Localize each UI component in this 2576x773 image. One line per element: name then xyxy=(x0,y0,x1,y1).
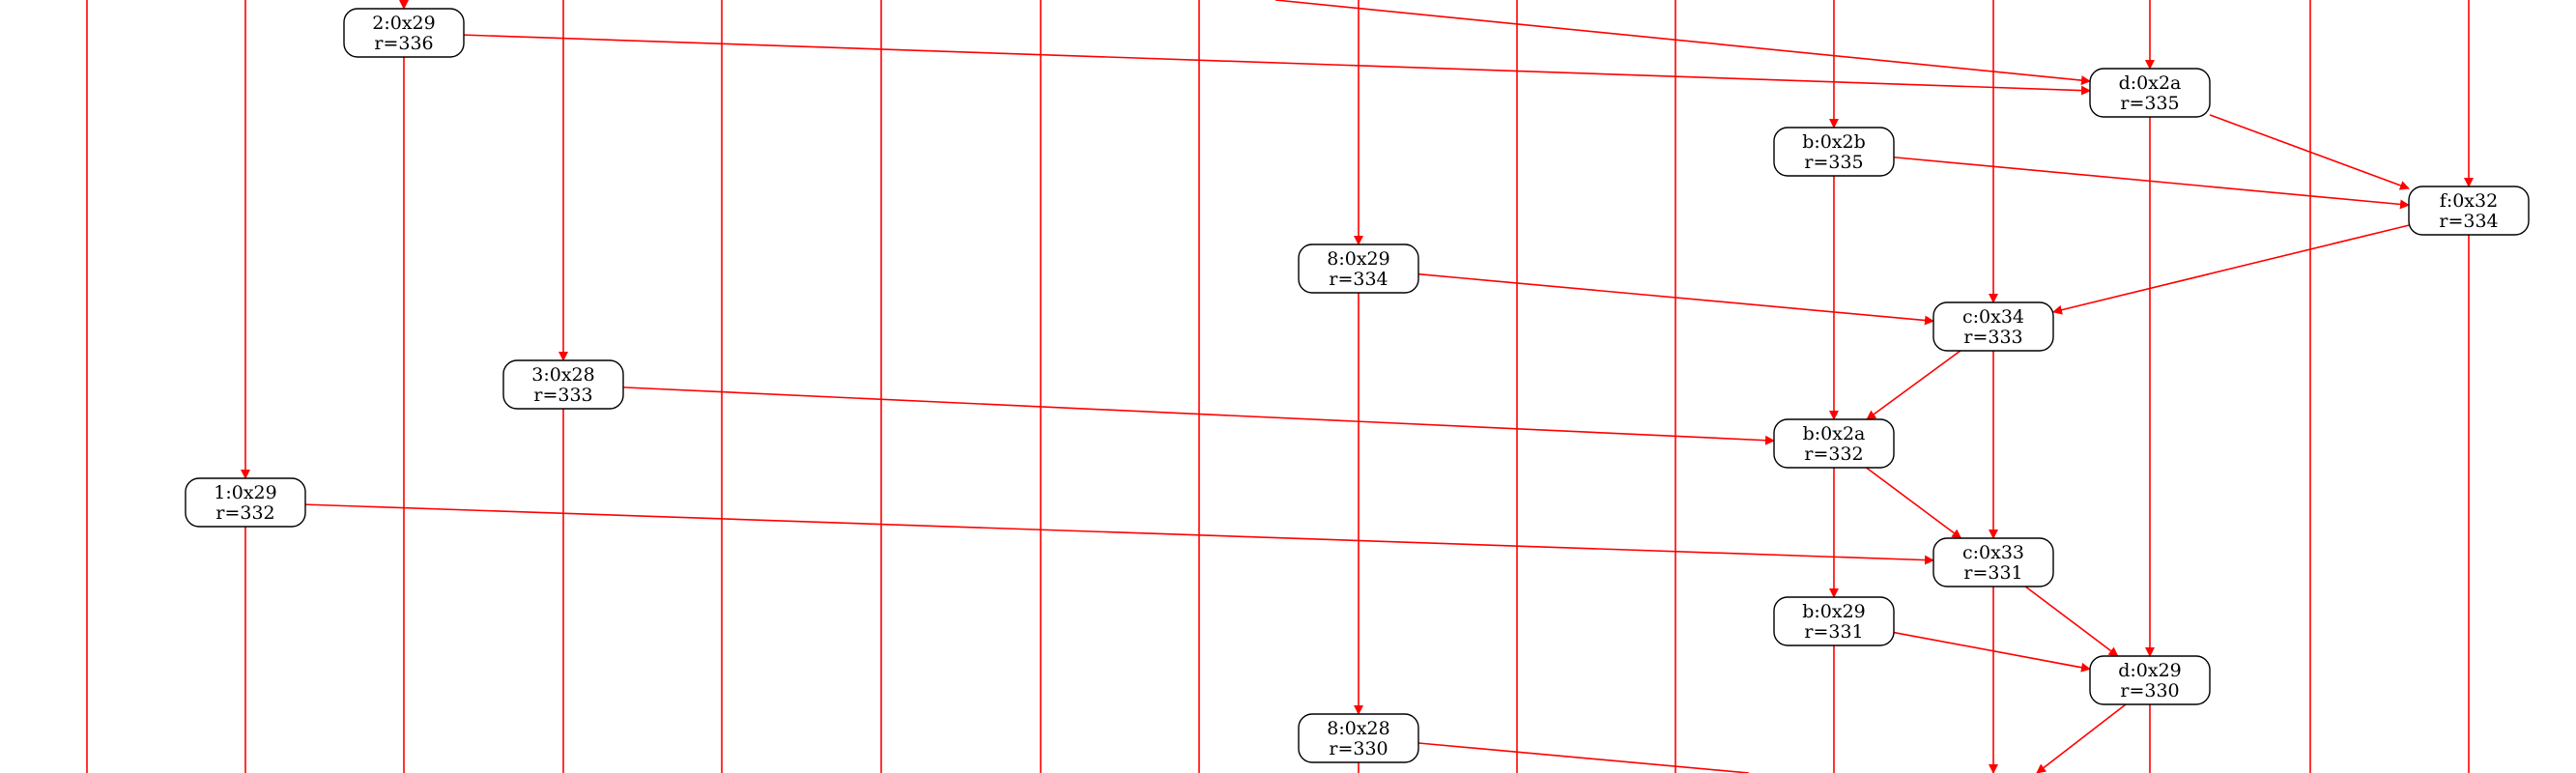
node-box xyxy=(1773,418,1895,469)
node-id-label: b:0x29 xyxy=(1802,601,1866,622)
node-id-label: d:0x29 xyxy=(2118,660,2182,681)
node-box xyxy=(1298,713,1419,763)
node-box xyxy=(1932,301,2054,352)
node-round-label: r=335 xyxy=(1804,152,1863,173)
node-box xyxy=(2408,186,2530,236)
edges xyxy=(86,0,2474,773)
node-box xyxy=(2089,655,2211,705)
node-id-label: c:0x34 xyxy=(1962,306,2024,328)
node-round-label: r=331 xyxy=(1963,562,2022,584)
cross-edge xyxy=(1893,631,2091,673)
node-round-label: r=333 xyxy=(533,385,592,406)
node-round-label: r=336 xyxy=(374,33,433,54)
cross-edge xyxy=(463,34,2091,96)
node-id-label: 8:0x28 xyxy=(1327,718,1389,739)
node-id-label: 2:0x29 xyxy=(372,13,435,34)
node-id-label: c:0x33 xyxy=(1962,542,2024,563)
cross-edge xyxy=(304,503,1934,565)
node-id-label: 3:0x28 xyxy=(531,364,594,386)
cross-edge xyxy=(2024,586,2119,657)
cross-edge xyxy=(622,386,1775,445)
cross-edge xyxy=(2209,114,2410,190)
node-round-label: r=334 xyxy=(1329,269,1388,290)
cross-edge xyxy=(2052,224,2410,315)
cross-edge xyxy=(1274,0,2091,86)
cross-edge xyxy=(2036,703,2127,773)
node-round-label: r=335 xyxy=(2120,93,2179,114)
cross-edge xyxy=(1417,272,1934,326)
node-id-label: f:0x32 xyxy=(2440,190,2498,212)
node-box xyxy=(185,477,306,528)
cross-edge xyxy=(1866,467,1962,539)
node-box xyxy=(1932,537,2054,587)
node-round-label: r=332 xyxy=(215,502,274,524)
node-id-label: 8:0x29 xyxy=(1327,248,1389,270)
node-box xyxy=(1298,243,1419,294)
node-round-label: r=331 xyxy=(1804,621,1863,643)
node-round-label: r=330 xyxy=(2120,680,2179,701)
cross-edge xyxy=(1893,156,2410,210)
node-round-label: r=333 xyxy=(1963,327,2022,348)
node-id-label: d:0x2a xyxy=(2119,72,2182,94)
cross-edge xyxy=(1866,350,1961,420)
node-id-label: b:0x2a xyxy=(1803,423,1866,444)
node-round-label: r=332 xyxy=(1804,444,1863,465)
cross-edge xyxy=(1417,742,1750,773)
nodes: 2:0x29r=336d:0x2ar=335b:0x2br=335f:0x32r… xyxy=(185,8,2530,763)
node-box xyxy=(2089,68,2211,118)
node-id-label: 1:0x29 xyxy=(214,482,276,503)
node-id-label: b:0x2b xyxy=(1802,131,1866,153)
node-box xyxy=(1773,127,1895,177)
node-box xyxy=(1773,596,1895,646)
node-box xyxy=(502,359,624,410)
node-round-label: r=330 xyxy=(1329,738,1388,759)
node-round-label: r=334 xyxy=(2439,211,2498,232)
node-box xyxy=(343,8,465,58)
